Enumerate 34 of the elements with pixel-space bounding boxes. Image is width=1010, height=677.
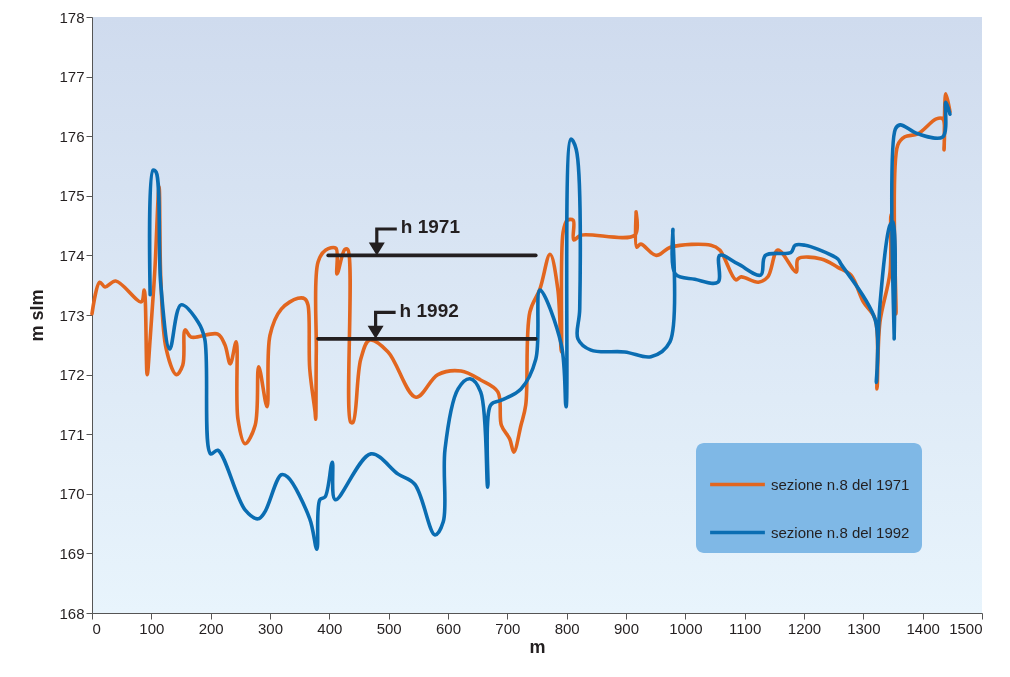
x-tick-label: 900	[613, 619, 640, 637]
x-tick-label: 500	[376, 619, 402, 637]
y-tick-label: 176	[59, 127, 85, 145]
y-tick-label: 177	[59, 68, 85, 86]
y-tick-label: 168	[59, 604, 85, 622]
x-tick-label: 300	[257, 619, 284, 637]
x-tick-label: 1300	[847, 619, 881, 637]
y-axis-title: m slm	[27, 289, 48, 342]
y-tick-label: 172	[59, 366, 85, 384]
annotation: h 1971	[400, 216, 461, 238]
x-axis-title: m	[529, 636, 546, 657]
y-tick-label: 175	[59, 187, 85, 205]
line-series	[147, 100, 952, 552]
y-tick-label: 174	[59, 246, 85, 264]
x-tick-label: 700	[495, 619, 521, 637]
x-tick-label: 100	[139, 619, 165, 637]
legend-label: sezione n.8 del 1971	[771, 475, 910, 493]
annotation: h 1992	[399, 299, 459, 321]
x-tick-label: 200	[198, 619, 224, 637]
x-tick-label: 400	[317, 619, 343, 637]
x-tick-label: 0	[92, 619, 101, 637]
y-tick-label: 169	[59, 544, 85, 562]
y-tick-label: 178	[59, 8, 85, 26]
x-tick-label: 1200	[787, 619, 822, 637]
legend-label: sezione n.8 del 1992	[771, 523, 910, 541]
y-tick-label: 170	[59, 485, 85, 503]
x-tick-label: 600	[435, 619, 462, 637]
x-tick-label: 1000	[669, 619, 703, 637]
x-tick-label: 800	[554, 619, 580, 637]
y-tick-label: 173	[59, 306, 85, 324]
x-tick-label: 1500	[949, 619, 983, 637]
x-tick-label: 1100	[729, 619, 762, 637]
x-tick-label: 1400	[906, 619, 940, 637]
y-tick-label: 171	[59, 425, 85, 443]
